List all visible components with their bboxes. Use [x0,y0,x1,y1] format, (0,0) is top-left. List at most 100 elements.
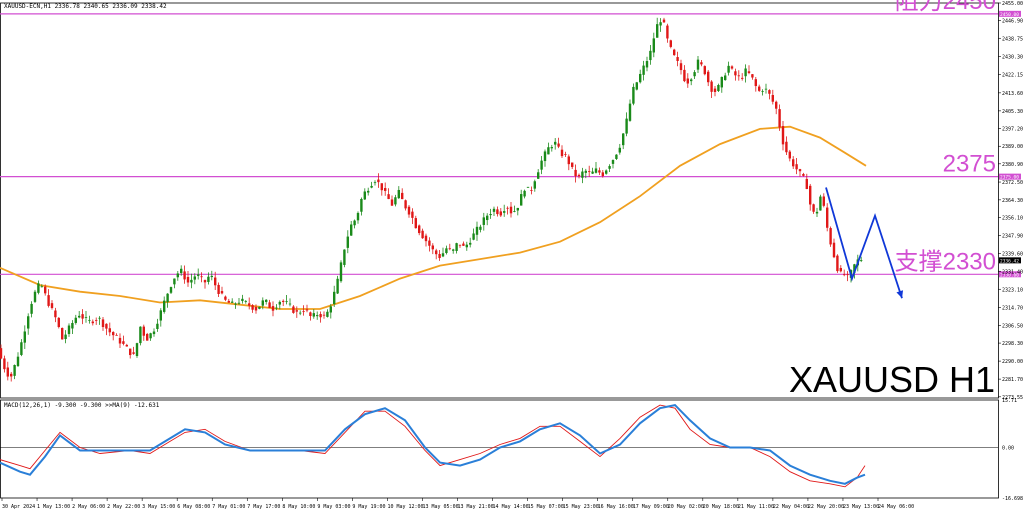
level-price-tag-text: 2375.00 [1000,175,1019,181]
candle-body [683,69,686,82]
candle-body [414,218,417,229]
candle-body [489,214,492,216]
candle-body [373,182,377,184]
time-tick-label: 9 May 19:00 [352,504,385,510]
candle-body [316,315,319,317]
time-tick-label: 7 May 01:00 [212,504,245,510]
candle-body [265,299,268,302]
price-tick-label: 2273.55 [1002,395,1023,401]
candle-body [649,50,652,61]
candle-body [754,79,757,87]
candle-body [231,301,234,303]
candle-body [305,309,309,311]
candle-body [288,303,292,305]
candle-body [781,126,785,145]
candle-body [441,253,445,257]
candle-body [594,168,598,173]
candle-body [778,109,781,128]
candle-body [159,310,162,321]
candle-body [520,194,523,206]
candle-body [707,71,710,83]
resistance-2450-label: 阻力2450 [895,0,996,15]
candle-body [632,86,635,104]
candle-body [628,103,632,121]
candle-body [6,367,9,377]
candle-body [200,276,203,278]
candle-body [33,291,37,302]
candle-body [452,249,455,251]
candle-body [462,243,465,246]
level-price-tag-text: 2330.00 [1000,272,1019,278]
candle-body [203,280,207,283]
candle-body [499,211,502,216]
macd-tick-label: 15.71 [1002,398,1017,404]
candle-body [129,348,132,356]
price-tick-label: 2380.90 [1002,162,1023,168]
candle-body [550,147,553,149]
candle-body [747,71,751,74]
candle-body [469,242,472,245]
time-tick-label: 13 May 21:00 [458,504,494,510]
candle-body [384,188,387,191]
candle-body [431,245,434,250]
main-panel-border [0,2,999,399]
candle-body [802,174,805,176]
time-tick-label: 9 May 03:00 [317,504,350,510]
price-tick-label: 2290.00 [1002,359,1023,365]
candle-body [98,317,101,319]
candle-body [30,303,33,314]
candle-body [690,79,693,82]
candle-body [418,225,421,234]
moving-average [0,125,867,310]
candle-body [40,286,43,288]
level-price-tag-text: 2450.00 [1000,12,1019,18]
candle-body [523,190,526,197]
forecast-path [825,187,903,299]
candle-body [724,75,727,81]
candle-body [220,291,224,294]
candle-body [78,315,81,318]
candle-body [282,300,285,302]
candle-body [482,217,485,225]
candle-body [27,316,30,329]
candle-body [673,49,676,56]
candle-body [611,160,615,164]
candle-body [37,283,40,293]
candle-body [16,356,20,367]
time-tick-label: 15 May 07:00 [528,504,564,510]
candle-body [193,276,196,280]
candle-body [350,224,353,236]
candle-body [605,170,608,174]
candle-body [679,63,683,71]
candle-body [248,303,251,306]
candle-body [730,66,734,69]
price-tick-label: 2438.75 [1002,36,1023,42]
macd-panel-border [0,399,999,499]
candle-body [506,207,509,209]
candle-body [666,25,669,39]
candle-body [176,273,179,278]
price-tick-label: 2347.90 [1002,233,1023,239]
price-tick-label: 2455.00 [1002,1,1023,7]
candle-body [741,77,744,79]
candle-body [571,162,574,167]
candle-body [333,291,336,305]
candle-body [656,24,659,38]
time-tick-label: 14 May 14:00 [493,504,529,510]
candle-body [326,311,329,317]
watermark-title: XAUUSD H1 [789,359,995,400]
candle-body [435,250,438,255]
candle-body [503,211,506,213]
candle-body [309,312,312,317]
candle-body [322,314,326,316]
candle-body [819,196,822,211]
candles [0,17,863,382]
candle-body [152,331,156,335]
time-tick-label: 10 May 12:00 [387,504,423,510]
candle-body [608,166,611,169]
price-tick-label: 2397.20 [1002,126,1023,132]
candle-body [662,19,666,23]
candle-body [768,90,771,94]
candle-body [88,319,91,321]
candle-body [108,328,111,333]
